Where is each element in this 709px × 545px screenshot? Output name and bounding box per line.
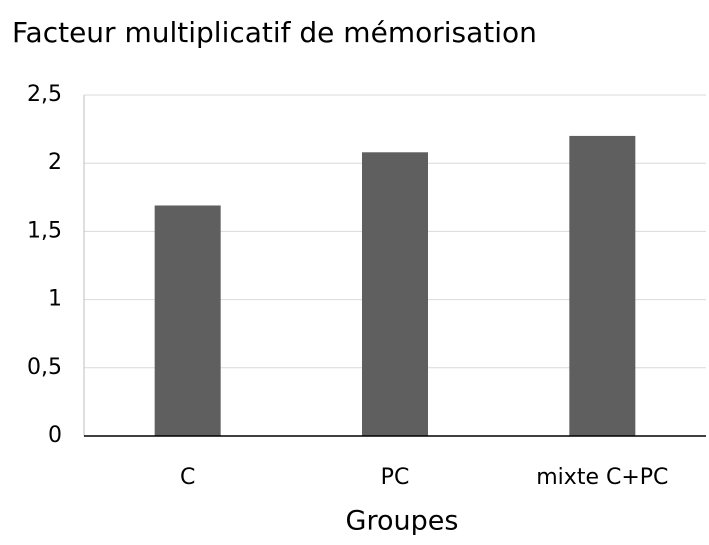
y-tick-label: 1,5 bbox=[27, 218, 62, 243]
y-tick-label: 2 bbox=[48, 150, 62, 175]
x-tick-label: PC bbox=[381, 465, 410, 490]
x-axis-label: Groupes bbox=[346, 506, 459, 537]
y-tick-label: 0,5 bbox=[27, 355, 62, 380]
bar bbox=[569, 135, 636, 437]
bar bbox=[154, 205, 221, 436]
chart-title: Facteur multiplicatif de mémorisation bbox=[12, 16, 537, 49]
y-tick-label: 0 bbox=[48, 423, 62, 448]
bar bbox=[362, 152, 428, 436]
x-tick-label: C bbox=[180, 465, 195, 490]
y-tick-label: 1 bbox=[48, 287, 62, 312]
x-tick-label: mixte C+PC bbox=[536, 465, 668, 490]
y-tick-label: 2,5 bbox=[27, 82, 62, 107]
